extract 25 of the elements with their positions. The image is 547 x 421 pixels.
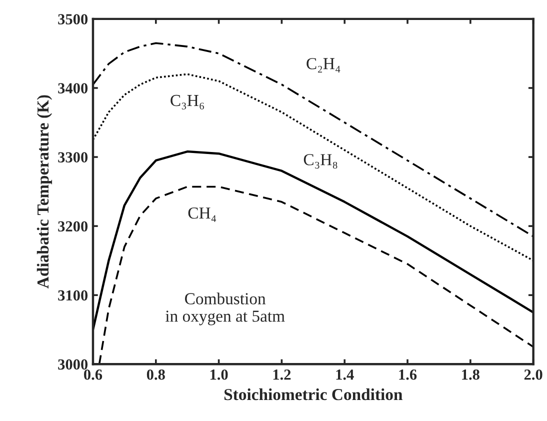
x-tick-label: 1.8 — [462, 369, 480, 380]
x-axis-title: Stoichiometric Condition — [224, 388, 402, 400]
y-axis-title: Adiabatic Temperature (K) — [36, 95, 52, 288]
series-label: C₂H₄ — [306, 58, 340, 72]
y-tick-label: 3300 — [58, 152, 88, 162]
y-tick-label: 3200 — [58, 221, 88, 232]
y-tick-label: 3100 — [58, 290, 88, 301]
y-tick-label: 3500 — [58, 14, 88, 24]
x-tick-label: 1.0 — [210, 369, 228, 380]
x-tick-label: 1.6 — [399, 370, 417, 380]
x-tick-label: 2.0 — [524, 369, 542, 380]
x-tick-label: 0.6 — [84, 369, 102, 380]
y-tick-label: 3400 — [58, 83, 88, 94]
annotation: Combustion in oxygen at 5atm — [166, 292, 285, 326]
series-label: C₃H₆ — [170, 94, 204, 110]
x-tick-label: 1.2 — [273, 370, 291, 380]
x-tick-label: 0.8 — [146, 369, 165, 380]
line-series — [98, 186, 534, 364]
x-tick-label: 1.4 — [336, 370, 354, 380]
line-series — [92, 42, 534, 238]
series-label: C₃H₈ — [304, 154, 338, 169]
line-series — [92, 150, 534, 331]
series-label: CH₄ — [188, 207, 216, 222]
y-tick-label: 3000 — [58, 359, 88, 370]
line-series — [92, 73, 534, 262]
